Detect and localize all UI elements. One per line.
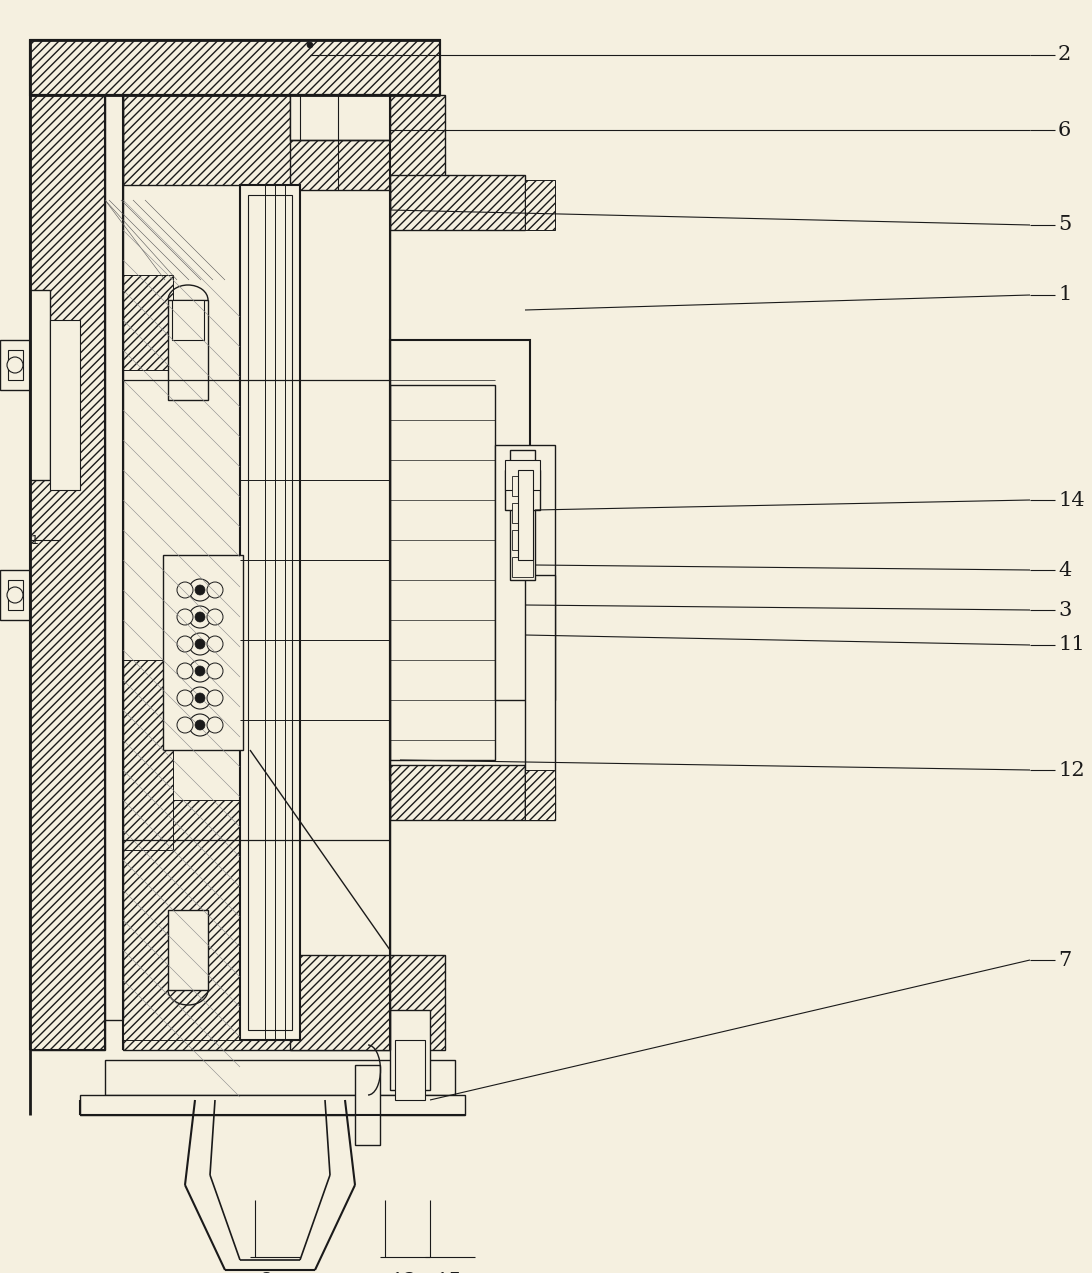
Bar <box>505 460 541 490</box>
Bar <box>390 174 525 230</box>
Circle shape <box>189 579 211 601</box>
Bar <box>248 195 292 1030</box>
Bar <box>505 470 541 510</box>
Circle shape <box>7 356 23 373</box>
Bar <box>512 476 533 496</box>
Bar <box>390 384 495 760</box>
Bar <box>123 799 240 1040</box>
Text: 5: 5 <box>1058 215 1071 234</box>
Circle shape <box>177 608 193 625</box>
Bar <box>123 95 390 185</box>
Bar <box>29 290 50 480</box>
Bar <box>168 910 207 990</box>
Bar <box>240 185 300 1040</box>
Bar <box>173 300 204 340</box>
Bar <box>123 659 173 850</box>
Bar <box>525 770 555 820</box>
Circle shape <box>207 608 223 625</box>
Circle shape <box>7 587 23 603</box>
Circle shape <box>307 42 313 48</box>
Bar <box>8 580 23 610</box>
Bar <box>0 340 29 390</box>
Circle shape <box>177 717 193 733</box>
Circle shape <box>189 606 211 628</box>
Bar <box>163 555 244 750</box>
Circle shape <box>207 582 223 598</box>
Bar <box>80 1095 465 1115</box>
Text: 4: 4 <box>1058 560 1071 579</box>
Text: 6: 6 <box>1058 121 1071 140</box>
Bar <box>512 503 533 523</box>
Bar <box>29 39 440 95</box>
Bar <box>495 446 555 700</box>
Bar <box>29 95 105 1050</box>
Bar <box>290 955 446 1050</box>
Circle shape <box>177 690 193 707</box>
Text: 3: 3 <box>1058 601 1071 620</box>
Bar <box>512 558 533 577</box>
Bar <box>8 350 23 381</box>
Bar <box>123 960 390 1050</box>
Bar <box>105 1060 455 1095</box>
Bar <box>525 575 555 820</box>
Bar <box>395 1040 425 1100</box>
Bar <box>390 340 530 780</box>
Text: 2: 2 <box>1058 46 1071 65</box>
Circle shape <box>207 717 223 733</box>
Circle shape <box>195 666 205 676</box>
Bar <box>290 95 446 190</box>
Bar <box>390 1009 430 1090</box>
Circle shape <box>177 663 193 679</box>
Circle shape <box>189 687 211 709</box>
Circle shape <box>207 636 223 652</box>
Text: 11: 11 <box>1058 635 1084 654</box>
Text: 14: 14 <box>1058 490 1084 509</box>
Circle shape <box>195 693 205 703</box>
Circle shape <box>195 586 205 594</box>
Bar <box>168 300 207 400</box>
Bar <box>518 470 533 560</box>
Circle shape <box>195 721 205 729</box>
Bar <box>50 320 80 490</box>
Circle shape <box>189 659 211 682</box>
Bar <box>123 275 173 370</box>
Text: 1: 1 <box>1058 285 1071 304</box>
Bar <box>510 449 535 580</box>
Circle shape <box>189 633 211 656</box>
Bar <box>525 179 555 230</box>
Bar <box>290 95 390 140</box>
Circle shape <box>207 690 223 707</box>
Bar <box>355 1066 380 1144</box>
Circle shape <box>177 636 193 652</box>
Bar <box>0 570 29 620</box>
Text: 1: 1 <box>31 533 39 546</box>
Bar <box>390 765 525 820</box>
Circle shape <box>207 663 223 679</box>
Text: 7: 7 <box>1058 951 1071 970</box>
Circle shape <box>189 714 211 736</box>
Circle shape <box>195 639 205 649</box>
Circle shape <box>195 612 205 622</box>
Circle shape <box>177 582 193 598</box>
Bar <box>512 530 533 550</box>
Text: 12: 12 <box>1058 760 1084 779</box>
Bar <box>105 95 123 1020</box>
